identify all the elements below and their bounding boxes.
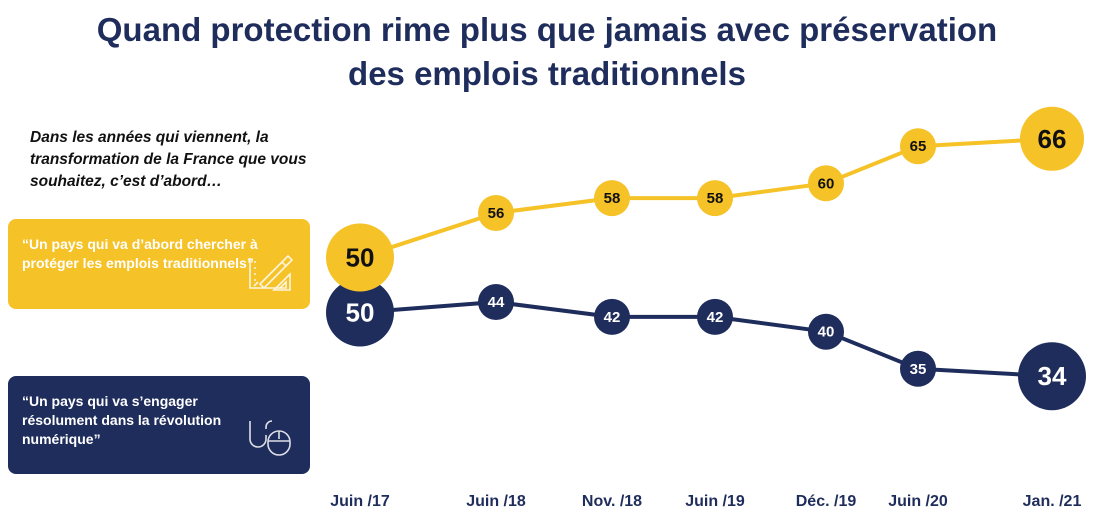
data-point-numerique-5 [900, 350, 936, 387]
legend-box-protection: “Un pays qui va d’abord chercher à proté… [8, 219, 310, 309]
data-point-protection-0 [326, 223, 394, 292]
x-tick-label-0: Juin /17 [330, 493, 390, 510]
title-line-1: Quand protection rime plus que jamais av… [96, 11, 998, 48]
data-label-numerique-2: 42 [604, 309, 621, 326]
chart-title: Quand protection rime plus que jamais av… [0, 8, 1094, 96]
legend-protection-label: “Un pays qui va d’abord chercher à proté… [22, 236, 258, 271]
data-point-protection-6 [1020, 106, 1084, 171]
data-label-numerique-1: 44 [488, 294, 505, 311]
data-point-protection-4 [808, 165, 844, 202]
data-label-protection-2: 58 [604, 190, 621, 207]
x-tick-label-5: Juin /20 [888, 493, 948, 510]
data-label-numerique-6: 34 [1038, 361, 1067, 391]
data-label-protection-3: 58 [707, 190, 724, 207]
data-point-protection-2 [594, 180, 630, 217]
data-point-protection-1 [478, 194, 514, 231]
data-point-numerique-2 [594, 298, 630, 335]
data-label-protection-4: 60 [818, 175, 835, 192]
data-point-protection-3 [697, 180, 733, 217]
data-label-numerique-3: 42 [707, 309, 724, 326]
data-point-numerique-4 [808, 313, 844, 350]
data-point-numerique-1 [478, 284, 514, 321]
drafting-tools-icon [246, 248, 298, 299]
data-label-numerique-0: 50 [346, 298, 375, 328]
x-tick-label-2: Nov. /18 [582, 493, 642, 510]
data-label-protection-6: 66 [1038, 124, 1067, 154]
legend-box-numerique: “Un pays qui va s’engager résolument dan… [8, 376, 310, 474]
data-point-numerique-3 [697, 298, 733, 335]
data-point-numerique-0 [326, 278, 394, 347]
data-label-protection-0: 50 [346, 243, 375, 273]
title-line-2: des emplois traditionnels [348, 55, 746, 92]
x-tick-label-4: Déc. /19 [796, 493, 857, 510]
legend-numerique-label: “Un pays qui va s’engager résolument dan… [22, 393, 222, 447]
x-tick-label-3: Juin /19 [685, 493, 745, 510]
data-point-numerique-6 [1018, 342, 1086, 411]
survey-question: Dans les années qui viennent, la transfo… [30, 129, 307, 190]
data-label-numerique-5: 35 [910, 361, 927, 378]
data-point-protection-5 [900, 128, 936, 165]
data-label-protection-5: 65 [910, 138, 927, 155]
data-label-protection-1: 56 [488, 205, 505, 222]
x-tick-label-1: Juin /18 [466, 493, 526, 510]
computer-mouse-icon [246, 415, 298, 464]
data-label-numerique-4: 40 [818, 324, 835, 341]
x-tick-label-6: Jan. /21 [1023, 493, 1082, 510]
